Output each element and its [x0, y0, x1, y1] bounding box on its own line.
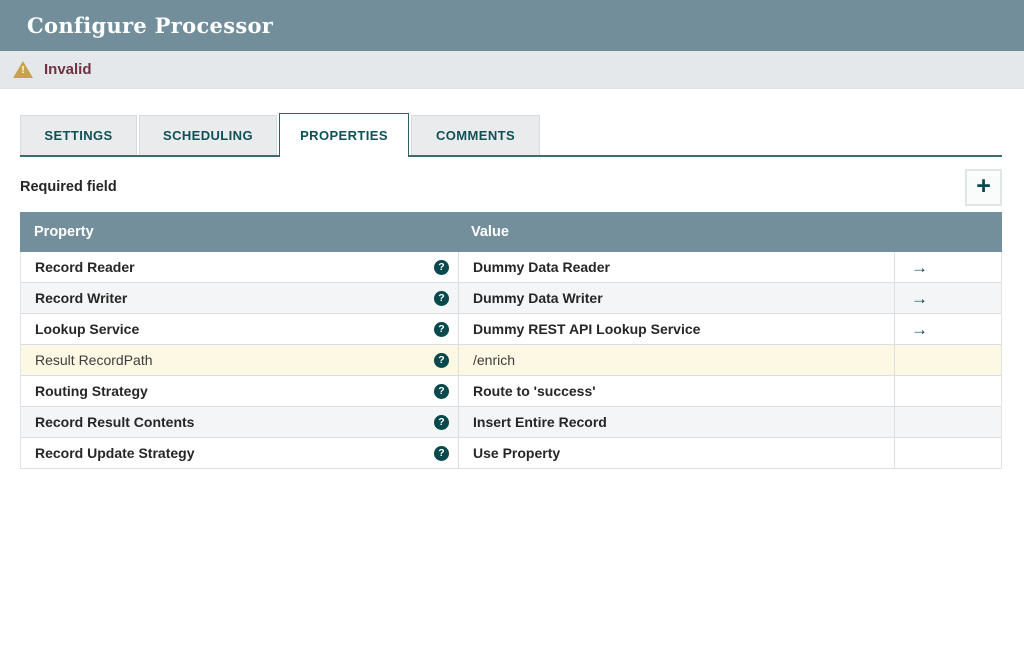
help-icon[interactable]: ?	[434, 290, 449, 306]
property-value[interactable]: Dummy Data Reader	[458, 252, 894, 282]
property-name: Record Result Contents	[35, 414, 195, 430]
help-icon[interactable]: ?	[434, 445, 449, 461]
dialog-content: SETTINGS SCHEDULING PROPERTIES COMMENTS …	[0, 113, 1024, 469]
property-value[interactable]: Use Property	[458, 438, 894, 468]
table-row: Lookup Service ? Dummy REST API Lookup S…	[21, 314, 1001, 345]
table-row: Routing Strategy ? Route to 'success'	[21, 376, 1001, 407]
property-value[interactable]: Route to 'success'	[458, 376, 894, 406]
property-value[interactable]: Dummy REST API Lookup Service	[458, 314, 894, 344]
help-icon[interactable]: ?	[434, 321, 449, 337]
validation-status-label: Invalid	[44, 61, 92, 78]
tab-settings[interactable]: SETTINGS	[20, 115, 137, 155]
go-to-service-icon[interactable]: →	[911, 257, 928, 277]
table-row: Record Update Strategy ? Use Property	[21, 438, 1001, 469]
property-name: Routing Strategy	[35, 383, 148, 399]
tab-properties[interactable]: PROPERTIES	[279, 113, 409, 157]
tab-scheduling[interactable]: SCHEDULING	[139, 115, 277, 155]
table-row: Record Reader ? Dummy Data Reader →	[21, 252, 1001, 283]
dialog-titlebar: Configure Processor	[0, 0, 1024, 51]
validation-status-bar: ! Invalid	[0, 51, 1024, 89]
table-header-row: Property Value	[20, 212, 1002, 252]
property-value[interactable]: Dummy Data Writer	[458, 283, 894, 313]
warning-triangle-icon: !	[13, 61, 33, 78]
help-icon[interactable]: ?	[434, 352, 449, 368]
tab-bar: SETTINGS SCHEDULING PROPERTIES COMMENTS	[20, 113, 1002, 157]
table-row-modified: Result RecordPath ? /enrich	[21, 345, 1001, 376]
table-row: Record Result Contents ? Insert Entire R…	[21, 407, 1001, 438]
required-field-label: Required field	[20, 179, 117, 195]
go-to-service-icon[interactable]: →	[911, 288, 928, 308]
column-header-property: Property	[34, 224, 94, 240]
property-value[interactable]: Insert Entire Record	[458, 407, 894, 437]
tab-comments[interactable]: COMMENTS	[411, 115, 540, 155]
help-icon[interactable]: ?	[434, 414, 449, 430]
property-name: Record Update Strategy	[35, 445, 195, 461]
property-name: Lookup Service	[35, 321, 140, 337]
dialog-title: Configure Processor	[27, 13, 274, 38]
property-value[interactable]: /enrich	[458, 345, 894, 375]
properties-toolbar: Required field +	[20, 168, 1002, 206]
property-name: Record Reader	[35, 259, 135, 275]
property-name: Result RecordPath	[35, 352, 153, 368]
table-body: Record Reader ? Dummy Data Reader → Reco…	[20, 252, 1002, 469]
plus-icon: +	[976, 171, 991, 200]
column-header-value: Value	[471, 224, 509, 240]
table-row: Record Writer ? Dummy Data Writer →	[21, 283, 1001, 314]
add-property-button[interactable]: +	[965, 168, 1002, 206]
property-name: Record Writer	[35, 290, 128, 306]
help-icon[interactable]: ?	[434, 259, 449, 275]
help-icon[interactable]: ?	[434, 383, 449, 399]
go-to-service-icon[interactable]: →	[911, 319, 928, 339]
properties-table: Property Value Record Reader ? Dummy Dat…	[20, 212, 1002, 469]
